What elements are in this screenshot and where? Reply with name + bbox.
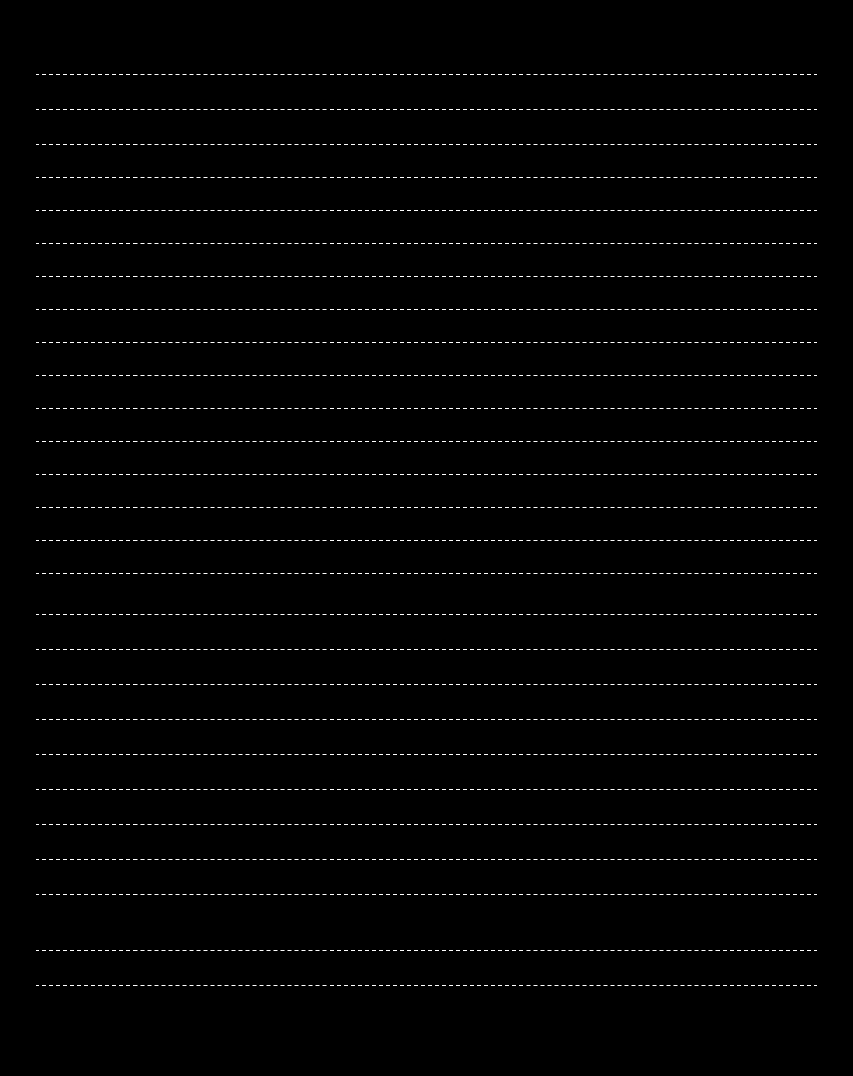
ruled-line — [36, 985, 817, 986]
ruled-line — [36, 375, 817, 376]
ruled-line — [36, 614, 817, 615]
ruled-line — [36, 109, 817, 110]
ruled-line — [36, 309, 817, 310]
ruled-line — [36, 210, 817, 211]
ruled-line — [36, 950, 817, 951]
ruled-line — [36, 144, 817, 145]
ruled-line — [36, 540, 817, 541]
ruled-line — [36, 276, 817, 277]
ruled-line — [36, 649, 817, 650]
ruled-line — [36, 719, 817, 720]
ruled-line — [36, 754, 817, 755]
ruled-line — [36, 894, 817, 895]
ruled-page — [36, 74, 817, 986]
ruled-line — [36, 789, 817, 790]
ruled-line — [36, 507, 817, 508]
ruled-line — [36, 573, 817, 574]
ruled-line — [36, 824, 817, 825]
ruled-line — [36, 859, 817, 860]
ruled-line — [36, 684, 817, 685]
ruled-line — [36, 441, 817, 442]
ruled-line — [36, 74, 817, 75]
ruled-line — [36, 474, 817, 475]
ruled-line — [36, 342, 817, 343]
ruled-line — [36, 408, 817, 409]
ruled-line — [36, 243, 817, 244]
ruled-line — [36, 177, 817, 178]
